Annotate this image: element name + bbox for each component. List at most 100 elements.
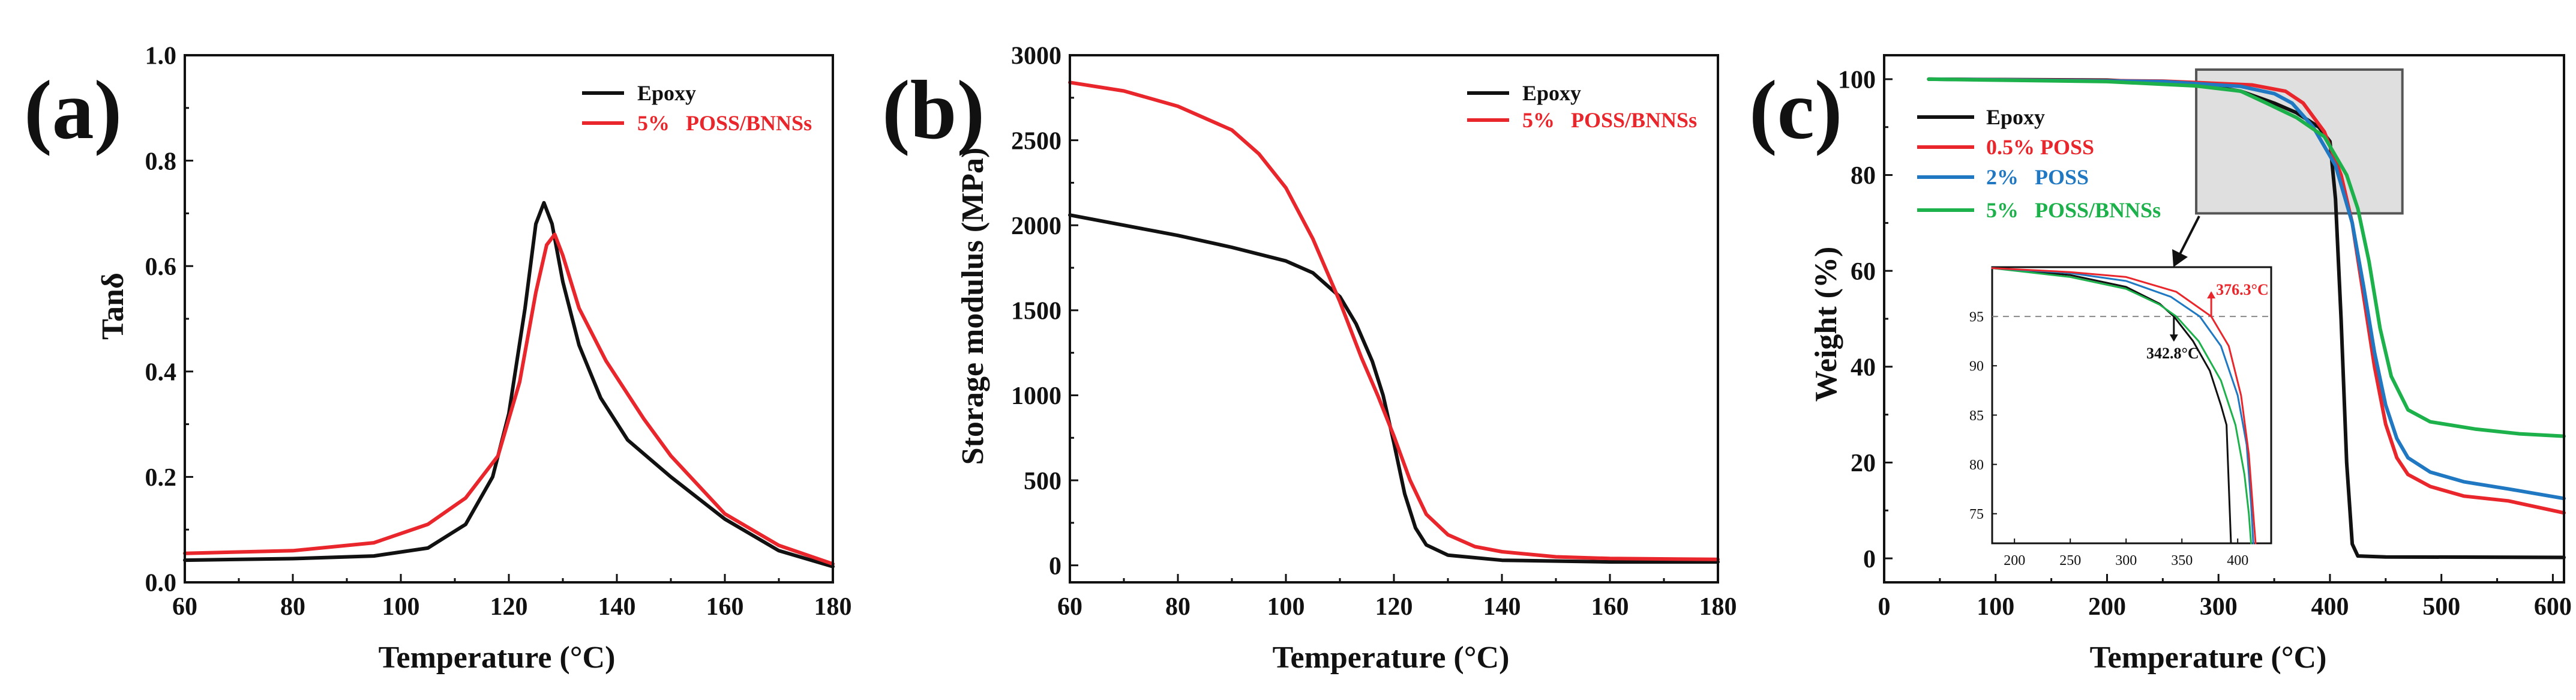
- panel-c-axes: 0 100 200 300 400 500 600 0 20 40 60 80 100: [1838, 67, 2572, 621]
- inset-annotations: 376.3°C 342.8°C: [2146, 281, 2269, 362]
- legend-b-poss-bnns-label: 5% POSS/BNNSs: [1522, 108, 1697, 132]
- x-tick-label: 60: [172, 593, 197, 621]
- panel-a-label: (a): [24, 64, 122, 157]
- x-tick-label: 300: [2115, 553, 2137, 569]
- series-line-3: [1927, 77, 2566, 438]
- panel-b-legend: Epoxy 5% POSS/BNNSs: [1467, 81, 1697, 132]
- y-tick-label: 80: [1969, 457, 1984, 473]
- panel-c-series: [1927, 77, 2566, 560]
- x-tick-label: 180: [1699, 593, 1737, 621]
- x-tick-label: 120: [490, 593, 528, 621]
- y-tick-label: 1.0: [145, 43, 177, 70]
- inset-series: [1991, 267, 2257, 545]
- legend-b-epoxy-label: Epoxy: [1522, 81, 1581, 105]
- y-tick-label: 0.0: [145, 570, 177, 597]
- panel-b: (b) Storage modulus (MPa) Temperature (°…: [882, 43, 1737, 675]
- panel-c-xlabel: Temperature (°C): [2090, 641, 2327, 675]
- panel-b-xlabel: Temperature (°C): [1273, 641, 1510, 675]
- x-tick-label: 140: [1483, 593, 1521, 621]
- x-tick-label: 400: [2227, 553, 2248, 569]
- legend-c-epoxy-label: Epoxy: [1986, 105, 2045, 129]
- x-tick-label: 100: [1977, 593, 2014, 621]
- legend-a-epoxy-label: Epoxy: [637, 81, 696, 105]
- y-tick-label: 100: [1838, 67, 1876, 94]
- panel-b-series: [1068, 80, 1720, 564]
- series-line-3: [1991, 267, 2257, 545]
- y-tick-label: 60: [1851, 258, 1876, 286]
- legend-a-poss-bnns-label: 5% POSS/BNNSs: [637, 111, 812, 135]
- series-line-0: [1991, 267, 2232, 545]
- series-line-1: [183, 232, 835, 566]
- panel-a-frame: [184, 54, 834, 584]
- panel-c: (c) Weight (%) Temperature (°C) 0 100 200 3…: [1749, 54, 2572, 675]
- panel-a-xlabel: Temperature (°C): [379, 641, 616, 675]
- panel-b-ylabel: Storage modulus (MPa): [956, 148, 990, 465]
- y-tick-label: 1000: [1011, 382, 1061, 410]
- y-tick-label: 0.2: [145, 464, 177, 492]
- series-line-2: [1991, 267, 2254, 545]
- legend-c-poss5-label: 5% POSS/BNNSs: [1986, 198, 2161, 222]
- panel-b-frame: [1069, 54, 1719, 584]
- y-tick-label: 0.8: [145, 148, 177, 175]
- legend-c-poss2-label: 2% POSS: [1986, 165, 2089, 189]
- x-tick-label: 180: [814, 593, 852, 621]
- y-tick-label: 3000: [1011, 43, 1061, 70]
- x-tick-label: 160: [706, 593, 744, 621]
- y-tick-label: 0.4: [145, 359, 177, 387]
- x-tick-label: 600: [2534, 593, 2572, 621]
- panel-b-axes: 60 80 100 120 140 160 180 0 500 1000 1500 2000 2500 3…: [1011, 43, 1737, 621]
- panel-c-ylabel: Weight (%): [1809, 247, 1843, 402]
- series-line-0: [1068, 213, 1720, 564]
- panel-a-axes: 60 80 100 120 140 160 180 0.0 0.2 0.4 0.6 0.8 1.0: [145, 43, 852, 621]
- y-tick-label: 75: [1969, 507, 1984, 522]
- y-tick-label: 2000: [1011, 213, 1061, 240]
- y-tick-label: 2500: [1011, 127, 1061, 155]
- y-tick-label: 80: [1851, 162, 1876, 190]
- panel-a: (a) Tanδ Temperature (°C) 60 80 100 120 140 1…: [24, 43, 852, 675]
- x-tick-label: 160: [1591, 593, 1629, 621]
- annotation-arrowhead: [2169, 334, 2178, 342]
- y-tick-label: 95: [1969, 310, 1984, 325]
- x-tick-label: 100: [382, 593, 420, 621]
- annotation-label: 342.8°C: [2146, 345, 2199, 362]
- x-tick-label: 140: [598, 593, 636, 621]
- y-tick-label: 1500: [1011, 298, 1061, 325]
- inset-axes: 200 250 300 350 400 75 80 85 90 95: [1969, 310, 2271, 569]
- y-tick-label: 90: [1969, 359, 1984, 375]
- y-tick-label: 20: [1851, 450, 1876, 477]
- x-tick-label: 500: [2422, 593, 2460, 621]
- x-tick-label: 200: [2004, 553, 2025, 569]
- x-tick-label: 250: [2059, 553, 2081, 569]
- zoom-pointer-arrow: [2172, 216, 2200, 267]
- annotation-label: 376.3°C: [2216, 281, 2269, 298]
- x-tick-label: 200: [2088, 593, 2126, 621]
- y-tick-label: 0: [1863, 546, 1876, 573]
- panel-a-ylabel: Tanδ: [96, 273, 130, 340]
- y-tick-label: 40: [1851, 354, 1876, 382]
- panel-c-inset: 200 250 300 350 400 75 80 85 90 95 376.3°C 342.8°C: [1969, 266, 2272, 569]
- series-line-1: [1991, 267, 2252, 545]
- panel-a-legend: Epoxy 5% POSS/BNNSs: [582, 81, 812, 135]
- y-tick-label: 85: [1969, 408, 1984, 424]
- x-tick-label: 300: [2200, 593, 2238, 621]
- legend-c-poss05-label: 0.5% POSS: [1986, 135, 2094, 159]
- zoom-region-box: [2195, 68, 2404, 215]
- inset-frame: [1991, 266, 2272, 545]
- series-line-1: [1068, 80, 1720, 561]
- x-tick-label: 400: [2311, 593, 2349, 621]
- annotation-arrowhead: [2207, 291, 2216, 299]
- panel-c-frame: [1883, 54, 2565, 584]
- panel-b-label: (b): [882, 64, 985, 157]
- x-tick-label: 350: [2171, 553, 2193, 569]
- x-tick-label: 80: [280, 593, 305, 621]
- y-tick-label: 0: [1049, 552, 1061, 580]
- series-line-2: [1927, 77, 2566, 501]
- y-tick-label: 500: [1024, 468, 1061, 495]
- series-line-0: [183, 201, 835, 569]
- panel-c-label: (c): [1749, 64, 1842, 157]
- y-tick-label: 0.6: [145, 253, 177, 281]
- panel-c-zoom-region: [2195, 68, 2404, 215]
- x-tick-label: 80: [1165, 593, 1190, 621]
- x-tick-label: 0: [1878, 593, 1891, 621]
